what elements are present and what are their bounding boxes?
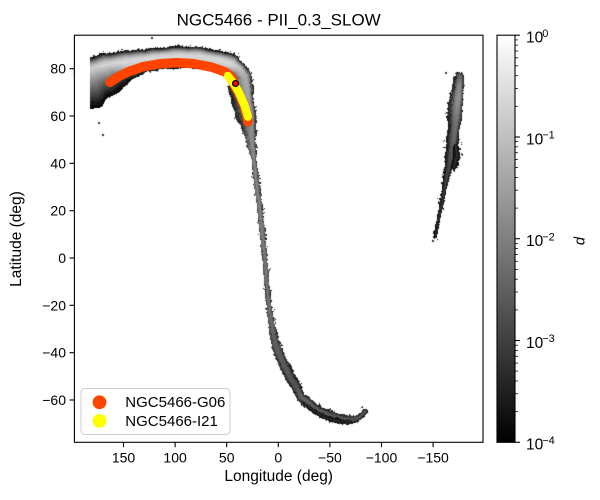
svg-text:10−2: 10−2 xyxy=(526,231,555,250)
svg-text:NGC5466 - PII_0.3_SLOW: NGC5466 - PII_0.3_SLOW xyxy=(177,11,381,30)
svg-text:100: 100 xyxy=(163,450,187,466)
svg-text:−60: −60 xyxy=(42,392,66,408)
svg-text:−20: −20 xyxy=(42,297,66,313)
svg-text:80: 80 xyxy=(50,61,66,77)
svg-text:10−1: 10−1 xyxy=(526,130,555,149)
svg-text:−40: −40 xyxy=(42,345,66,361)
svg-text:NGC5466-I21: NGC5466-I21 xyxy=(125,413,218,430)
svg-text:10−4: 10−4 xyxy=(526,435,555,454)
svg-text:p: p xyxy=(573,236,589,245)
svg-text:0: 0 xyxy=(58,250,66,266)
svg-text:40: 40 xyxy=(50,155,66,171)
svg-text:Longitude (deg): Longitude (deg) xyxy=(224,468,333,485)
svg-text:100: 100 xyxy=(526,28,548,47)
svg-text:NGC5466-G06: NGC5466-G06 xyxy=(125,394,225,411)
svg-text:−100: −100 xyxy=(366,450,398,466)
svg-text:150: 150 xyxy=(112,450,136,466)
svg-text:−50: −50 xyxy=(318,450,342,466)
svg-text:50: 50 xyxy=(219,450,235,466)
svg-text:0: 0 xyxy=(274,450,282,466)
svg-text:20: 20 xyxy=(50,203,66,219)
svg-text:Latitude (deg): Latitude (deg) xyxy=(8,191,25,287)
svg-text:10−3: 10−3 xyxy=(526,333,555,352)
svg-text:60: 60 xyxy=(50,108,66,124)
svg-text:−150: −150 xyxy=(417,450,449,466)
